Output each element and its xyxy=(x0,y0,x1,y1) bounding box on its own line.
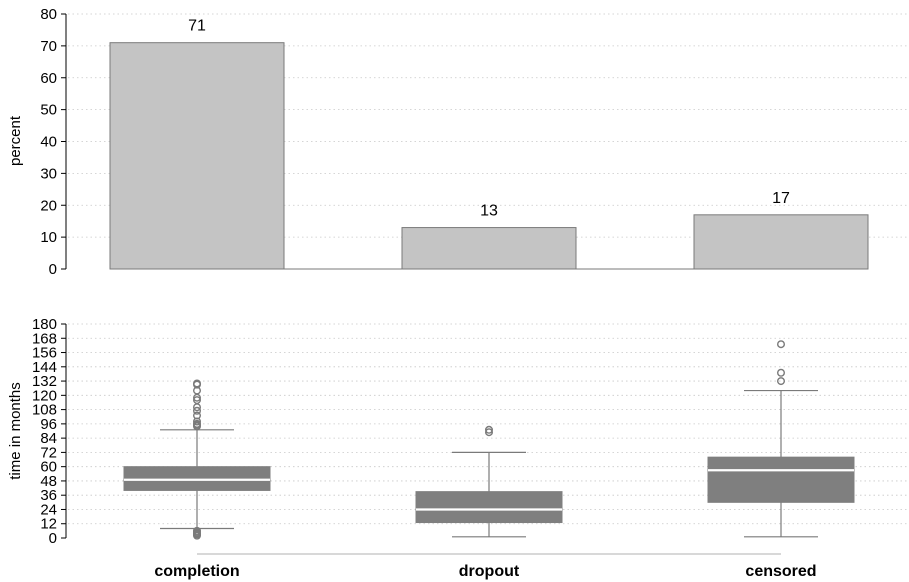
box-y-tick-label: 96 xyxy=(40,416,57,433)
bar-y-tick-label: 20 xyxy=(40,197,57,214)
box-y-tick-label: 168 xyxy=(32,330,57,347)
box-outlier xyxy=(192,411,201,420)
bar-y-tick-label: 70 xyxy=(40,38,57,55)
bar-censored xyxy=(693,214,869,270)
box-outlier xyxy=(777,377,786,386)
bar-y-tick-label: 0 xyxy=(49,261,57,278)
box-outlier xyxy=(192,406,201,415)
bar-data-label: 71 xyxy=(188,18,206,35)
box-y-tick-label: 132 xyxy=(32,373,57,390)
bar-data-label: 17 xyxy=(772,190,790,207)
box-y-tick-label: 48 xyxy=(40,473,57,490)
box-y-tick-label: 0 xyxy=(49,530,57,547)
box-y-tick-label: 24 xyxy=(40,501,57,518)
box-y-tick-label: 72 xyxy=(40,444,57,461)
box-y-tick-label: 108 xyxy=(32,402,57,419)
bar-dropout xyxy=(401,227,577,270)
x-category-label: censored xyxy=(745,563,816,580)
box-y-tick-label: 120 xyxy=(32,387,57,404)
bar-completion xyxy=(109,42,285,270)
box-y-tick-label: 156 xyxy=(32,345,57,362)
box-outlier xyxy=(777,368,786,377)
box-dropout xyxy=(415,425,563,538)
box-outlier xyxy=(777,340,786,349)
box-completion xyxy=(123,379,271,540)
box-y-tick-label: 84 xyxy=(40,430,57,447)
x-category-label: completion xyxy=(154,563,239,580)
bar-y-tick-label: 10 xyxy=(40,229,57,246)
box-y-tick-label: 60 xyxy=(40,459,57,476)
box-outlier xyxy=(485,425,494,434)
x-axis: completion dropout censored xyxy=(154,553,817,580)
bar-y-tick-label: 30 xyxy=(40,165,57,182)
box-outlier xyxy=(192,396,201,405)
box-y-tick-label: 12 xyxy=(40,516,57,533)
box-y-tick-label: 144 xyxy=(32,359,57,376)
bar-y-tick-label: 40 xyxy=(40,134,57,151)
box-outlier xyxy=(485,428,494,437)
box-outlier xyxy=(192,531,201,540)
box-y-axis-title: time in months xyxy=(7,382,24,480)
box-iqr xyxy=(415,491,563,524)
bar-y-tick-label: 50 xyxy=(40,102,57,119)
bar-y-tick-label: 60 xyxy=(40,70,57,87)
box-censored xyxy=(707,340,855,538)
bar-panel: 0 10 20 30 40 50 60 70 80 71 13 17 xyxy=(40,6,909,278)
x-category-label: dropout xyxy=(459,563,520,580)
box-iqr xyxy=(123,466,271,491)
bar-y-axis-title: percent xyxy=(7,115,24,166)
box-y-tick-label: 180 xyxy=(32,316,57,333)
box-y-tick-label: 36 xyxy=(40,487,57,504)
bar-y-tick-label: 80 xyxy=(40,6,57,23)
bar-data-label: 13 xyxy=(480,203,498,220)
box-iqr xyxy=(707,456,855,503)
box-outlier xyxy=(192,419,201,428)
box-outlier xyxy=(192,379,201,388)
